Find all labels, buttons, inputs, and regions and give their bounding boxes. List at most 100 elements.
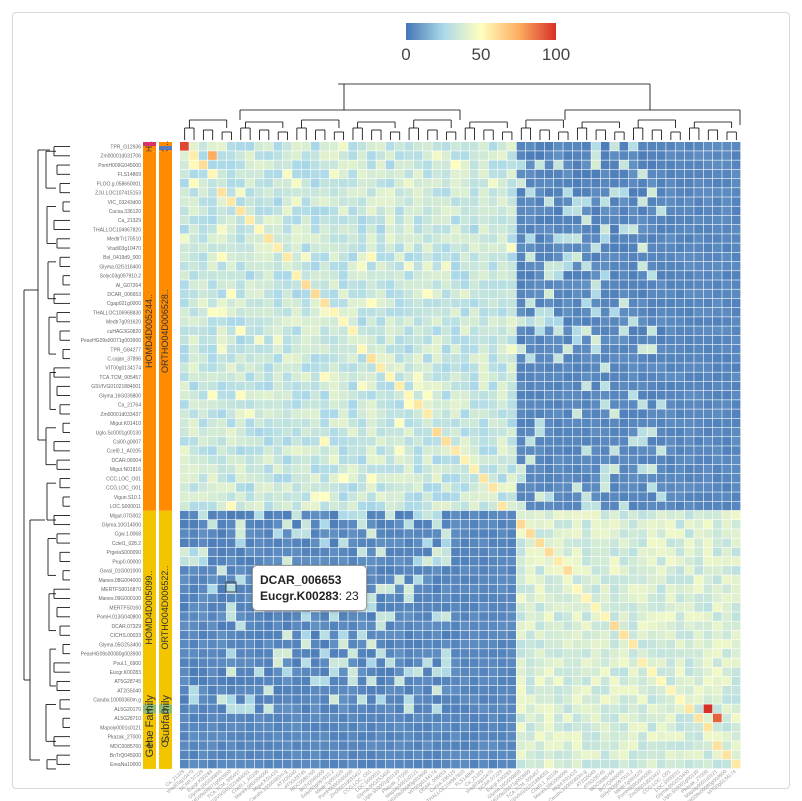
heatmap-cell[interactable] bbox=[610, 188, 619, 197]
heatmap-cell[interactable] bbox=[675, 676, 685, 686]
heatmap-cell[interactable] bbox=[675, 685, 685, 695]
heatmap-cell[interactable] bbox=[395, 750, 404, 760]
heatmap-cell[interactable] bbox=[675, 473, 685, 483]
heatmap-cell[interactable] bbox=[217, 759, 227, 769]
heatmap-cell[interactable] bbox=[488, 197, 498, 206]
heatmap-cell[interactable] bbox=[282, 695, 292, 704]
heatmap-cell[interactable] bbox=[647, 418, 657, 428]
heatmap-cell[interactable] bbox=[731, 575, 741, 584]
heatmap-cell[interactable] bbox=[376, 612, 386, 621]
heatmap-cell[interactable] bbox=[385, 317, 395, 326]
heatmap-cell[interactable] bbox=[208, 603, 217, 612]
heatmap-cell[interactable] bbox=[656, 160, 666, 170]
heatmap-cell[interactable] bbox=[703, 446, 713, 455]
heatmap-cell[interactable] bbox=[273, 750, 283, 760]
heatmap-cell[interactable] bbox=[254, 234, 264, 243]
heatmap-cell[interactable] bbox=[180, 529, 189, 538]
heatmap-cell[interactable] bbox=[282, 151, 292, 160]
heatmap-cell[interactable] bbox=[582, 510, 591, 520]
heatmap-cell[interactable] bbox=[198, 732, 208, 741]
heatmap-cell[interactable] bbox=[310, 639, 320, 649]
heatmap-cell[interactable] bbox=[236, 160, 245, 170]
heatmap-cell[interactable] bbox=[282, 224, 292, 234]
heatmap-cell[interactable] bbox=[395, 224, 404, 234]
heatmap-cell[interactable] bbox=[591, 566, 601, 575]
heatmap-cell[interactable] bbox=[264, 317, 273, 326]
heatmap-cell[interactable] bbox=[647, 732, 657, 741]
heatmap-cell[interactable] bbox=[572, 215, 582, 225]
heatmap-cell[interactable] bbox=[516, 556, 526, 566]
heatmap-cell[interactable] bbox=[226, 630, 236, 640]
heatmap-cell[interactable] bbox=[432, 722, 442, 732]
heatmap-cell[interactable] bbox=[722, 234, 732, 243]
heatmap-cell[interactable] bbox=[488, 621, 498, 631]
heatmap-cell[interactable] bbox=[441, 639, 451, 649]
heatmap-cell[interactable] bbox=[385, 658, 395, 667]
heatmap-cell[interactable] bbox=[535, 409, 545, 418]
heatmap-cell[interactable] bbox=[507, 492, 516, 501]
heatmap-cell[interactable] bbox=[516, 455, 526, 465]
heatmap-cell[interactable] bbox=[619, 520, 629, 529]
heatmap-cell[interactable] bbox=[488, 603, 498, 612]
heatmap-cell[interactable] bbox=[357, 538, 367, 548]
heatmap-cell[interactable] bbox=[376, 160, 386, 170]
heatmap-cell[interactable] bbox=[479, 612, 488, 621]
heatmap-cell[interactable] bbox=[189, 630, 199, 640]
heatmap-cell[interactable] bbox=[497, 510, 507, 520]
heatmap-cell[interactable] bbox=[619, 593, 629, 603]
heatmap-cell[interactable] bbox=[647, 437, 657, 446]
heatmap-cell[interactable] bbox=[610, 197, 619, 206]
heatmap-cell[interactable] bbox=[432, 529, 442, 538]
heatmap-cell[interactable] bbox=[236, 215, 245, 225]
heatmap-cell[interactable] bbox=[675, 160, 685, 170]
heatmap-cell[interactable] bbox=[675, 243, 685, 253]
heatmap-cell[interactable] bbox=[675, 437, 685, 446]
heatmap-cell[interactable] bbox=[525, 529, 535, 538]
heatmap-cell[interactable] bbox=[460, 188, 470, 197]
heatmap-cell[interactable] bbox=[460, 621, 470, 631]
heatmap-cell[interactable] bbox=[525, 473, 535, 483]
heatmap-cell[interactable] bbox=[226, 575, 236, 584]
heatmap-cell[interactable] bbox=[226, 206, 236, 216]
heatmap-cell[interactable] bbox=[638, 510, 647, 520]
heatmap-cell[interactable] bbox=[497, 215, 507, 225]
heatmap-cell[interactable] bbox=[329, 621, 339, 631]
heatmap-cell[interactable] bbox=[254, 197, 264, 206]
heatmap-cell[interactable] bbox=[367, 160, 376, 170]
heatmap-cell[interactable] bbox=[423, 307, 432, 317]
heatmap-cell[interactable] bbox=[273, 630, 283, 640]
heatmap-cell[interactable] bbox=[329, 354, 339, 363]
heatmap-cell[interactable] bbox=[675, 566, 685, 575]
heatmap-cell[interactable] bbox=[273, 197, 283, 206]
heatmap-cell[interactable] bbox=[666, 206, 675, 216]
heatmap-cell[interactable] bbox=[357, 427, 367, 437]
heatmap-cell[interactable] bbox=[731, 390, 741, 400]
heatmap-cell[interactable] bbox=[198, 529, 208, 538]
heatmap-cell[interactable] bbox=[310, 280, 320, 289]
heatmap-cell[interactable] bbox=[292, 188, 301, 197]
heatmap-cell[interactable] bbox=[310, 178, 320, 188]
heatmap-cell[interactable] bbox=[591, 160, 601, 170]
heatmap-cell[interactable] bbox=[591, 151, 601, 160]
heatmap-cell[interactable] bbox=[180, 676, 189, 686]
heatmap-cell[interactable] bbox=[722, 538, 732, 548]
heatmap-cell[interactable] bbox=[507, 409, 516, 418]
heatmap-cell[interactable] bbox=[385, 437, 395, 446]
heatmap-cell[interactable] bbox=[647, 169, 657, 179]
heatmap-cell[interactable] bbox=[694, 685, 703, 695]
heatmap-cell[interactable] bbox=[451, 206, 460, 216]
heatmap-cell[interactable] bbox=[479, 280, 488, 289]
heatmap-cell[interactable] bbox=[385, 676, 395, 686]
heatmap-cell[interactable] bbox=[236, 317, 245, 326]
heatmap-cell[interactable] bbox=[684, 492, 694, 501]
heatmap-cell[interactable] bbox=[731, 741, 741, 750]
heatmap-cell[interactable] bbox=[460, 483, 470, 492]
heatmap-cell[interactable] bbox=[525, 390, 535, 400]
heatmap-cell[interactable] bbox=[395, 437, 404, 446]
heatmap-cell[interactable] bbox=[731, 750, 741, 760]
heatmap-cell[interactable] bbox=[600, 224, 610, 234]
heatmap-cell[interactable] bbox=[460, 520, 470, 529]
heatmap-cell[interactable] bbox=[320, 390, 329, 400]
heatmap-cell[interactable] bbox=[712, 234, 722, 243]
heatmap-cell[interactable] bbox=[712, 307, 722, 317]
